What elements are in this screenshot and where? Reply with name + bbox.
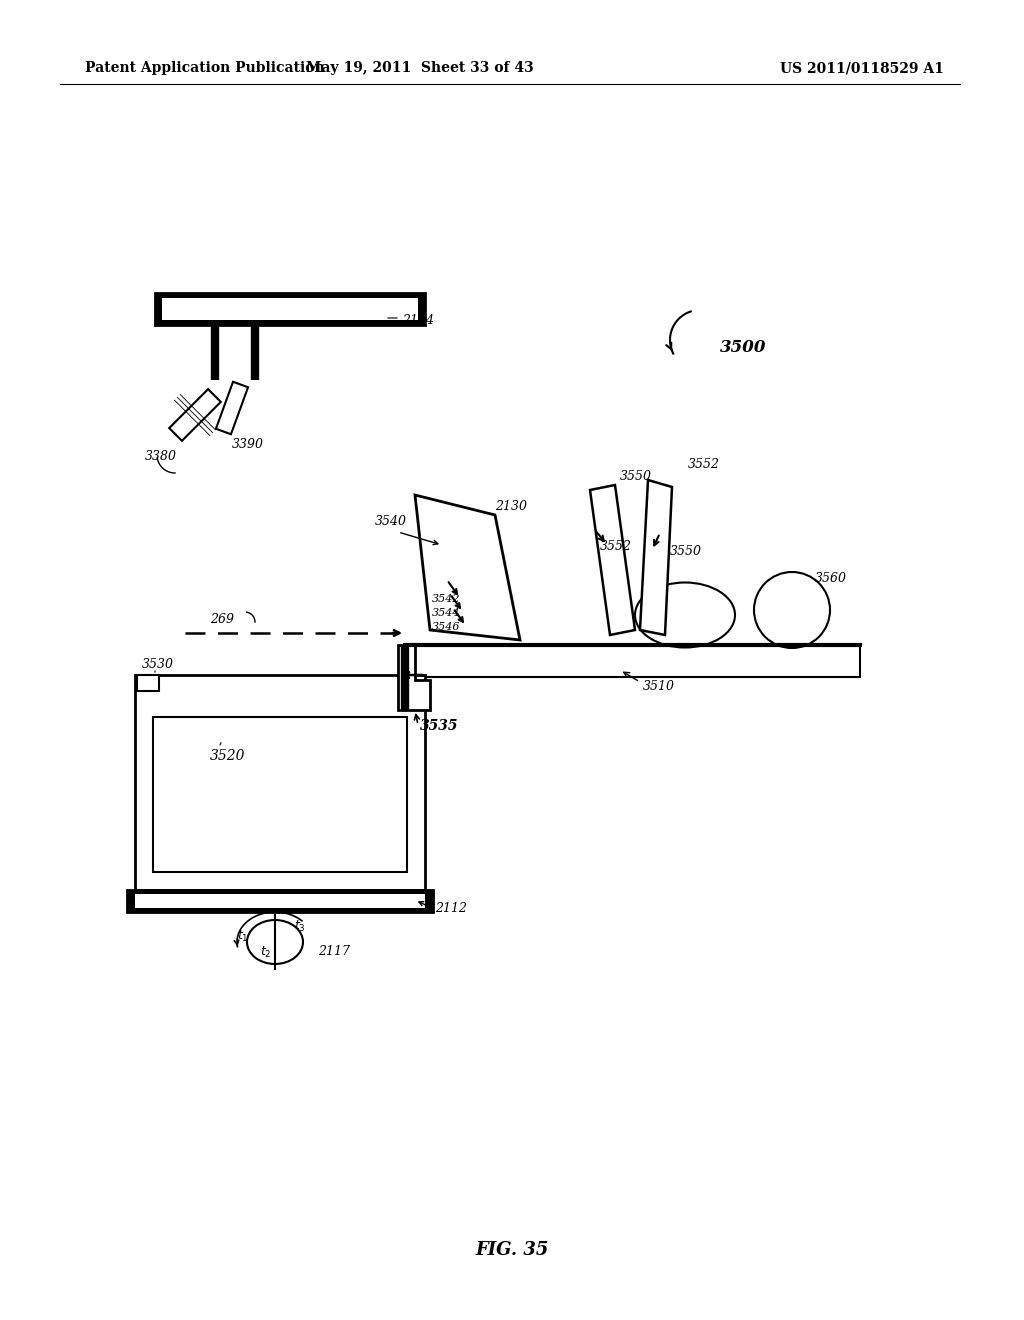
Text: Patent Application Publication: Patent Application Publication bbox=[85, 61, 325, 75]
Text: 3540: 3540 bbox=[375, 515, 407, 528]
Text: 3550: 3550 bbox=[620, 470, 652, 483]
Bar bbox=[137, 675, 159, 690]
Text: 3530: 3530 bbox=[142, 657, 174, 671]
Text: 3560: 3560 bbox=[815, 572, 847, 585]
Text: 2117: 2117 bbox=[318, 945, 350, 958]
Text: 3520: 3520 bbox=[210, 748, 246, 763]
Text: US 2011/0118529 A1: US 2011/0118529 A1 bbox=[780, 61, 944, 75]
Text: 3390: 3390 bbox=[232, 438, 264, 451]
Text: 3552: 3552 bbox=[600, 540, 632, 553]
Circle shape bbox=[754, 572, 830, 648]
Text: 3544: 3544 bbox=[432, 609, 461, 618]
Text: 3380: 3380 bbox=[145, 450, 177, 463]
Text: 3542: 3542 bbox=[432, 594, 461, 605]
Text: $t_2$: $t_2$ bbox=[260, 945, 271, 960]
Bar bbox=[127, 890, 433, 912]
Bar bbox=[155, 293, 425, 325]
Ellipse shape bbox=[247, 920, 303, 964]
Polygon shape bbox=[398, 645, 430, 710]
Text: 3552: 3552 bbox=[688, 458, 720, 471]
Polygon shape bbox=[590, 484, 635, 635]
Bar bbox=[162, 298, 418, 319]
Text: 3500: 3500 bbox=[720, 339, 767, 356]
Text: $t_1$: $t_1$ bbox=[237, 929, 249, 944]
Text: 3535: 3535 bbox=[420, 719, 459, 733]
Text: 3546: 3546 bbox=[432, 622, 461, 632]
Text: 2114: 2114 bbox=[402, 314, 434, 326]
Bar bbox=[135, 675, 425, 890]
Text: 2112: 2112 bbox=[435, 902, 467, 915]
Text: FIG. 35: FIG. 35 bbox=[475, 1241, 549, 1259]
Bar bbox=[153, 717, 407, 873]
Text: $t_3$: $t_3$ bbox=[294, 919, 306, 935]
Text: 2130: 2130 bbox=[495, 500, 527, 513]
Text: May 19, 2011  Sheet 33 of 43: May 19, 2011 Sheet 33 of 43 bbox=[306, 61, 534, 75]
Polygon shape bbox=[415, 495, 520, 640]
Bar bbox=[406, 645, 860, 677]
Polygon shape bbox=[640, 480, 672, 635]
Ellipse shape bbox=[635, 582, 735, 648]
Text: 3550: 3550 bbox=[670, 545, 702, 558]
Bar bbox=[135, 894, 425, 908]
Text: 3510: 3510 bbox=[643, 680, 675, 693]
Text: 269: 269 bbox=[210, 612, 234, 626]
